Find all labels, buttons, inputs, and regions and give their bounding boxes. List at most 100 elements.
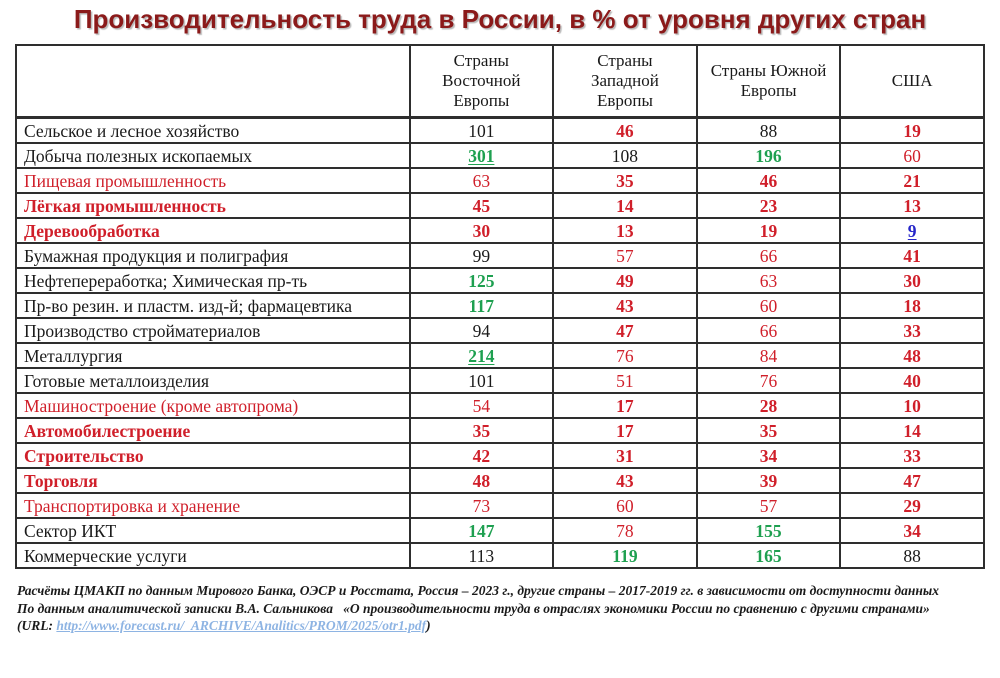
cell-value: 30: [408, 217, 555, 244]
slide: Производительность труда в России, в % о…: [0, 4, 1000, 678]
source-url-link[interactable]: http://www.forecast.ru/_ARCHIVE/Analitic…: [56, 618, 427, 633]
url-suffix: ): [426, 618, 431, 633]
cell-value: 88: [839, 542, 985, 569]
cell-value: 46: [695, 167, 842, 194]
row-label: Строительство: [15, 442, 411, 469]
cell-value: 40: [839, 367, 985, 394]
cell-value: 43: [552, 292, 698, 319]
table-row: Сельское и лесное хозяйство 101 46 88 19: [15, 116, 985, 144]
table-row: Автомобилестроение 35 17 35 14: [15, 417, 985, 444]
table-row: Транспортировка и хранение 73 60 57 29: [15, 492, 985, 519]
cell-value: 99: [408, 242, 555, 269]
footnote-line-3: (URL: http://www.forecast.ru/_ARCHIVE/An…: [17, 617, 990, 635]
table-row: Торговля 48 43 39 47: [15, 467, 985, 494]
column-header: Страны Западной Европы: [552, 44, 698, 119]
row-label: Добыча полезных ископаемых: [15, 142, 411, 169]
cell-value: 101: [408, 116, 555, 144]
footnote-line-1: Расчёты ЦМАКП по данным Мирового Банка, …: [17, 583, 939, 598]
column-header: Страны Южной Европы: [695, 44, 842, 119]
cell-value: 47: [552, 317, 698, 344]
cell-value: 125: [408, 267, 555, 294]
url-prefix: (URL:: [17, 618, 57, 633]
row-label: Коммерческие услуги: [15, 542, 411, 569]
cell-value: 147: [408, 517, 555, 544]
row-label: Торговля: [15, 467, 411, 494]
row-label: Производство стройматериалов: [15, 317, 411, 344]
cell-value: 57: [695, 492, 842, 519]
cell-value: 51: [552, 367, 698, 394]
cell-value: 60: [552, 492, 698, 519]
row-label: Бумажная продукция и полиграфия: [15, 242, 411, 269]
table-row: Машиностроение (кроме автопрома) 54 17 28 10: [15, 392, 985, 419]
row-label: Нефтепереработка; Химическая пр-ть: [15, 267, 411, 294]
cell-value: 108: [552, 142, 698, 169]
cell-value: 35: [695, 417, 842, 444]
header-row: Страны Восточной Европы Страны Западной Е…: [15, 44, 985, 119]
table-row: Строительство 42 31 34 33: [15, 442, 985, 469]
cell-value: 23: [695, 192, 842, 219]
cell-value: 48: [408, 467, 555, 494]
cell-value: 214: [408, 342, 555, 369]
cell-value: 29: [839, 492, 985, 519]
cell-value: 73: [408, 492, 555, 519]
table-row: Пищевая промышленность 63 35 46 21: [15, 167, 985, 194]
row-label: Автомобилестроение: [15, 417, 411, 444]
table-row: Нефтепереработка; Химическая пр-ть 125 49 6…: [15, 267, 985, 294]
table-row: Лёгкая промышленность 45 14 23 13: [15, 192, 985, 219]
cell-value: 17: [552, 392, 698, 419]
cell-value: 41: [839, 242, 985, 269]
column-header: США: [839, 44, 985, 119]
cell-value: 19: [695, 217, 842, 244]
table-row: Бумажная продукция и полиграфия 99 57 66 41: [15, 242, 985, 269]
cell-value: 33: [839, 442, 985, 469]
cell-value: 34: [839, 517, 985, 544]
cell-value: 66: [695, 317, 842, 344]
table-row: Производство стройматериалов 94 47 66 33: [15, 317, 985, 344]
cell-value: 47: [839, 467, 985, 494]
cell-value: 48: [839, 342, 985, 369]
cell-value: 35: [552, 167, 698, 194]
cell-value: 28: [695, 392, 842, 419]
cell-value: 196: [695, 142, 842, 169]
row-label-header: [15, 44, 411, 119]
table-row: Готовые металлоизделия 101 51 76 40: [15, 367, 985, 394]
table-row: Пр-во резин. и пластм. изд-й; фармацевти…: [15, 292, 985, 319]
footnotes: Расчёты ЦМАКП по данным Мирового Банка, …: [17, 582, 990, 635]
row-label: Пищевая промышленность: [15, 167, 411, 194]
cell-value: 60: [839, 142, 985, 169]
cell-value: 63: [695, 267, 842, 294]
table-row: Сектор ИКТ 147 78 155 34: [15, 517, 985, 544]
cell-value: 43: [552, 467, 698, 494]
cell-value: 119: [552, 542, 698, 569]
cell-value: 84: [695, 342, 842, 369]
row-label: Сельское и лесное хозяйство: [15, 116, 411, 144]
cell-value: 46: [552, 116, 698, 144]
cell-value: 45: [408, 192, 555, 219]
column-header: Страны Восточной Европы: [408, 44, 555, 119]
cell-value: 54: [408, 392, 555, 419]
cell-value: 10: [839, 392, 985, 419]
cell-value: 17: [552, 417, 698, 444]
cell-value: 117: [408, 292, 555, 319]
page-title: Производительность труда в России, в % о…: [73, 4, 927, 34]
cell-value: 49: [552, 267, 698, 294]
cell-value: 33: [839, 317, 985, 344]
cell-value: 18: [839, 292, 985, 319]
cell-value: 14: [839, 417, 985, 444]
cell-value: 63: [408, 167, 555, 194]
cell-value: 19: [839, 116, 985, 144]
row-label: Пр-во резин. и пластм. изд-й; фармацевти…: [15, 292, 411, 319]
table-header: Страны Восточной Европы Страны Западной Е…: [15, 44, 985, 119]
cell-value: 88: [695, 116, 842, 144]
cell-value: 13: [839, 192, 985, 219]
row-label: Транспортировка и хранение: [15, 492, 411, 519]
cell-value: 165: [695, 542, 842, 569]
cell-value: 57: [552, 242, 698, 269]
row-label: Сектор ИКТ: [15, 517, 411, 544]
table-row: Деревообработка 30 13 19 9: [15, 217, 985, 244]
row-label: Лёгкая промышленность: [15, 192, 411, 219]
cell-value: 101: [408, 367, 555, 394]
cell-value: 94: [408, 317, 555, 344]
cell-value: 39: [695, 467, 842, 494]
table-row: Металлургия 214 76 84 48: [15, 342, 985, 369]
